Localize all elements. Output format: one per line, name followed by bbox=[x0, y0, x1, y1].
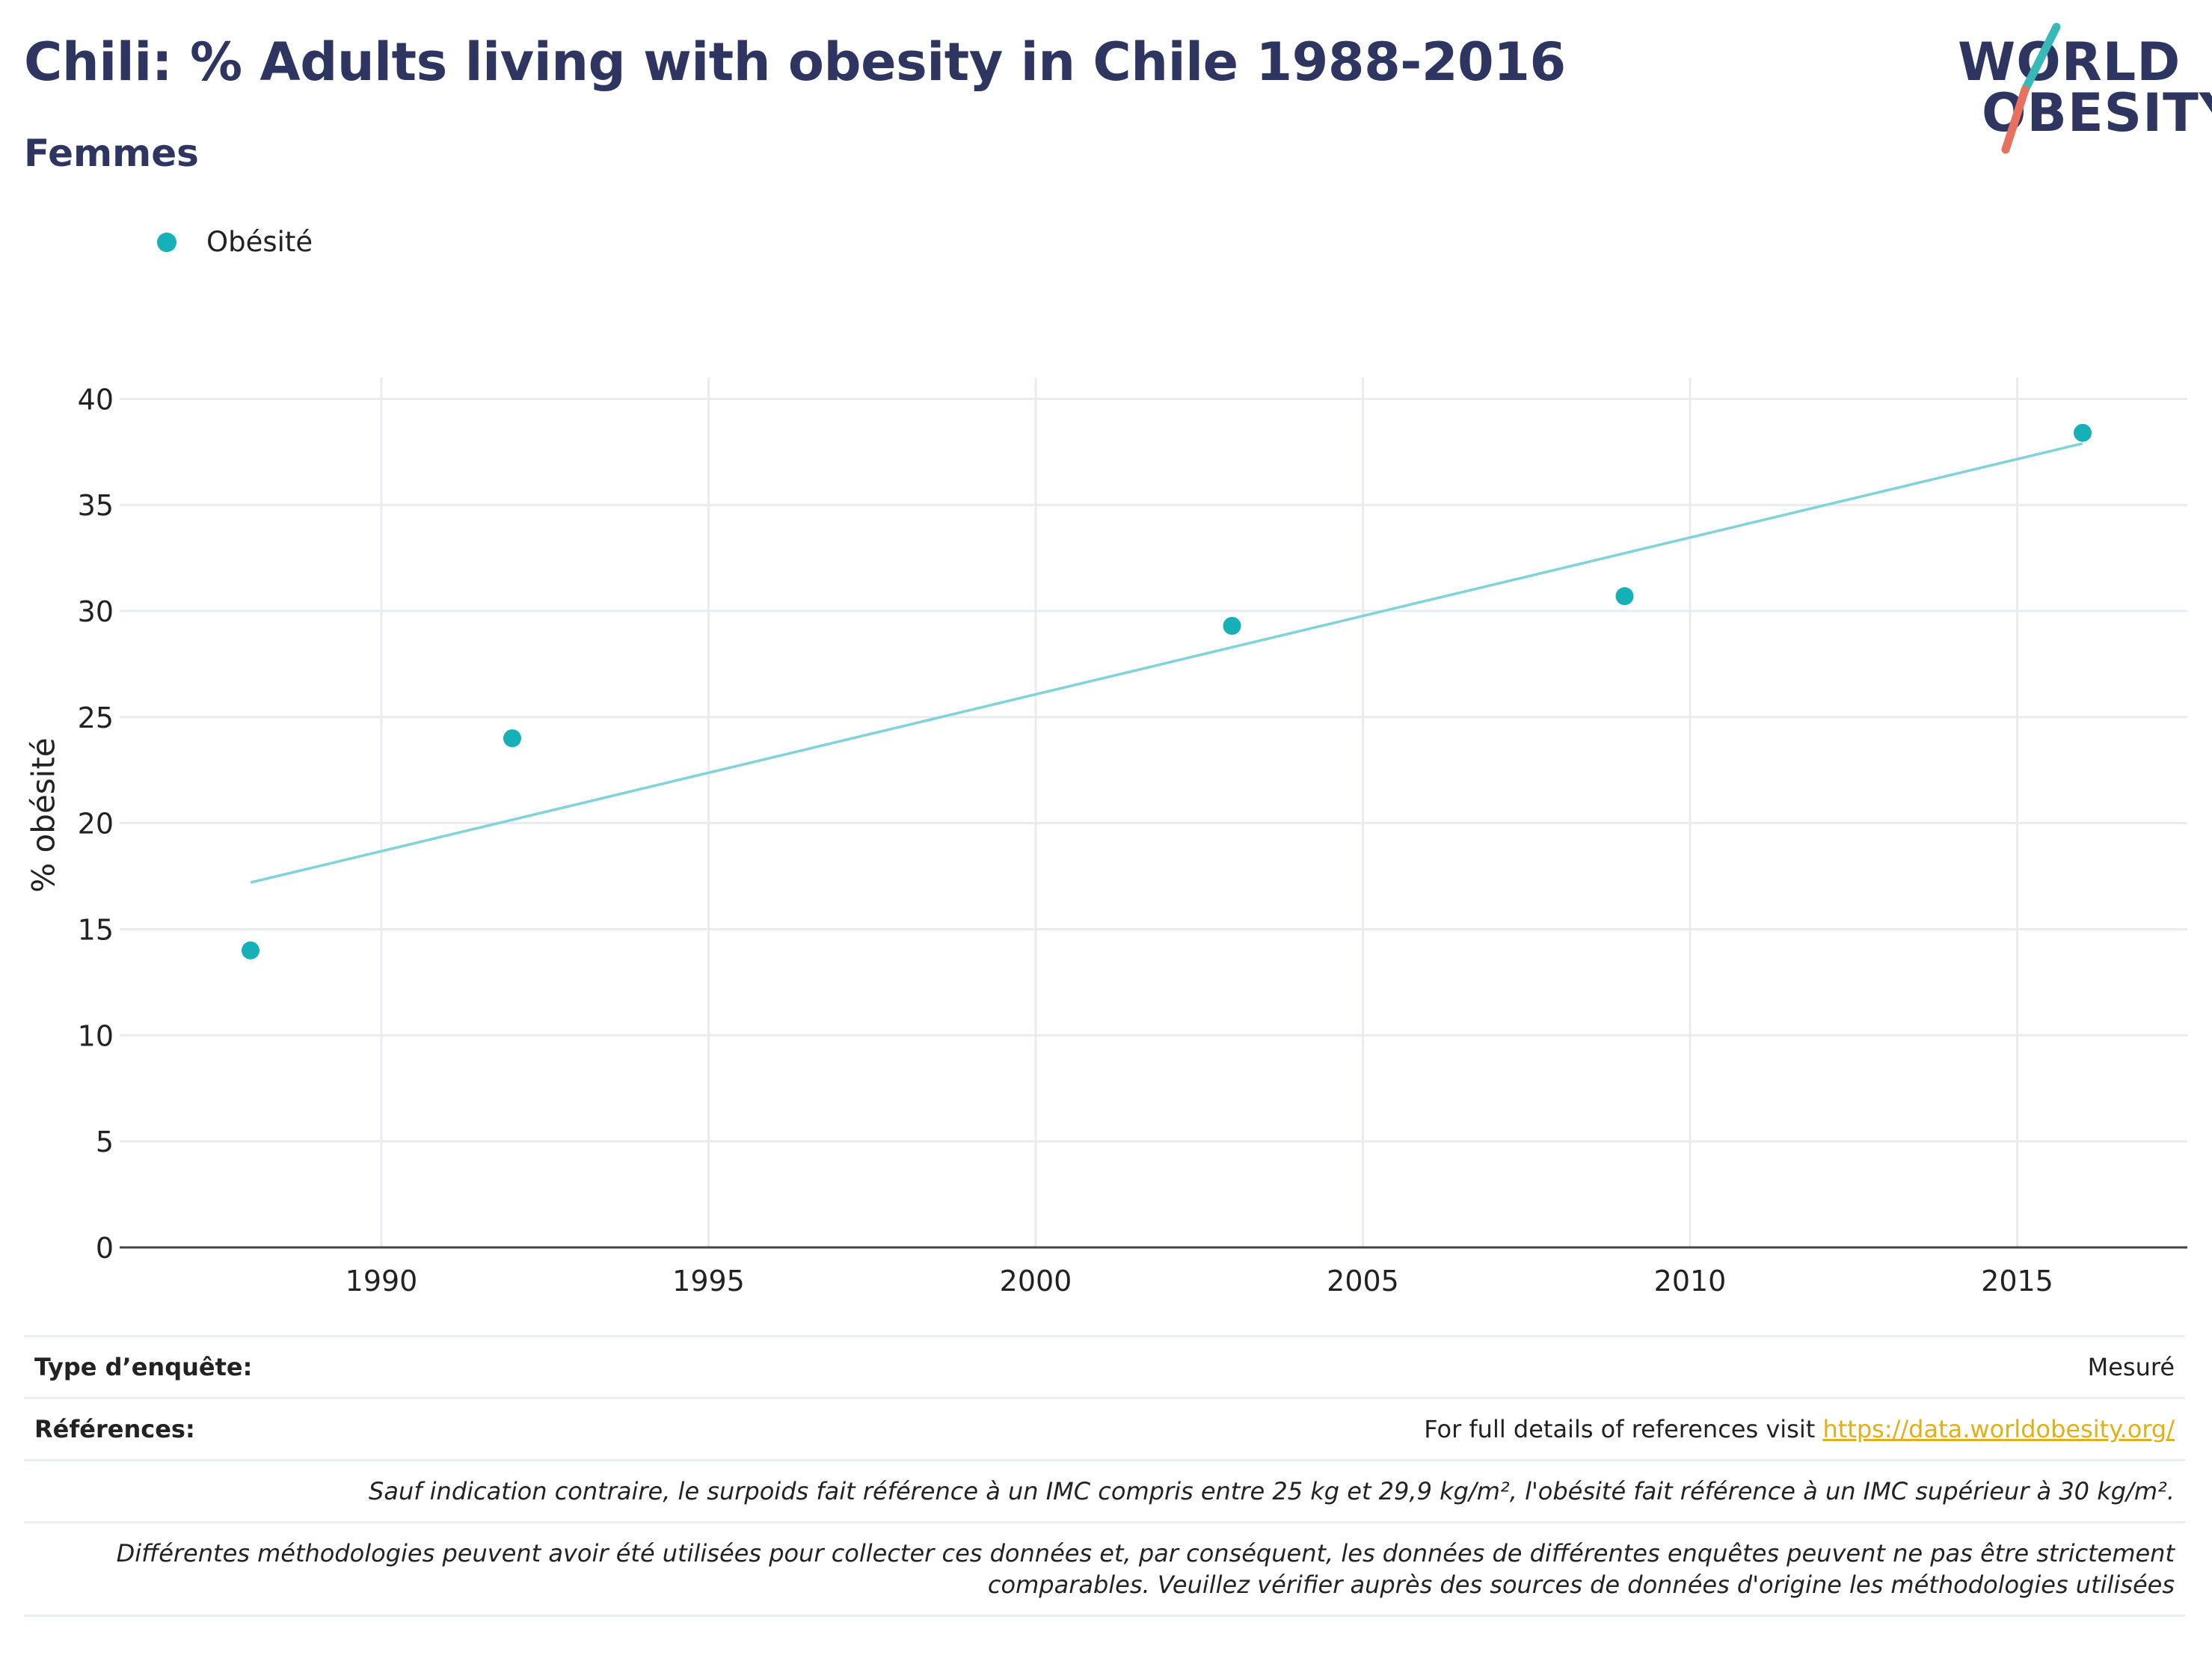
world-obesity-logo: WORLD OBESITY bbox=[1952, 21, 2212, 156]
chart-legend: Obésité bbox=[157, 226, 313, 258]
y-tick-label: 0 bbox=[96, 1232, 114, 1265]
references-label: Références: bbox=[34, 1415, 195, 1443]
x-tick-label: 2005 bbox=[1327, 1265, 1399, 1298]
methodology-note-line-2: comparables. Veuillez vérifier auprès de… bbox=[987, 1570, 2175, 1599]
references-link[interactable]: https://data.worldobesity.org/ bbox=[1822, 1415, 2175, 1443]
survey-type-row: Type d’enquête: Mesuré bbox=[24, 1335, 2185, 1397]
data-point bbox=[503, 729, 521, 748]
trend-line bbox=[250, 442, 2083, 884]
x-tick-label: 2010 bbox=[1654, 1265, 1727, 1298]
logo-slash-icon bbox=[2001, 22, 2061, 154]
x-tick-label: 1990 bbox=[345, 1265, 418, 1298]
bmi-note-row: Sauf indication contraire, le surpoids f… bbox=[24, 1459, 2185, 1521]
x-tick-label: 2000 bbox=[1000, 1265, 1072, 1298]
x-tick-label: 1995 bbox=[672, 1265, 745, 1298]
chart-subtitle: Femmes bbox=[24, 132, 199, 175]
y-tick-label: 20 bbox=[78, 808, 114, 841]
legend-marker bbox=[157, 232, 176, 252]
y-tick-label: 30 bbox=[78, 595, 114, 628]
chart-title: Chili: % Adults living with obesity in C… bbox=[24, 31, 1566, 93]
y-tick-label: 5 bbox=[96, 1126, 114, 1158]
data-point bbox=[1223, 616, 1241, 635]
chart-footer: Type d’enquête: Mesuré Références: For f… bbox=[24, 1335, 2185, 1617]
scatter-chart: 0 5 10 15 20 25 30 35 40 1990 1995 2000 2005 2010 2015 bbox=[78, 378, 2187, 1298]
references-row: Références: For full details of referenc… bbox=[24, 1397, 2185, 1459]
data-point bbox=[242, 941, 259, 959]
y-tick-label: 10 bbox=[78, 1019, 114, 1052]
y-tick-label: 15 bbox=[78, 914, 114, 947]
methodology-note-row: Différentes méthodologies peuvent avoir … bbox=[24, 1521, 2185, 1617]
references-info: For full details of references visit htt… bbox=[1424, 1415, 2175, 1443]
data-point bbox=[1615, 587, 1634, 606]
data-point bbox=[2074, 423, 2092, 442]
y-tick-label: 35 bbox=[78, 489, 114, 522]
methodology-note-line-1: Différentes méthodologies peuvent avoir … bbox=[116, 1539, 2175, 1568]
bmi-note: Sauf indication contraire, le surpoids f… bbox=[369, 1477, 2175, 1505]
references-text: For full details of references visit bbox=[1424, 1415, 1823, 1443]
survey-type-value: Mesuré bbox=[2087, 1353, 2175, 1381]
survey-type-label: Type d’enquête: bbox=[34, 1353, 253, 1381]
methodology-note: Différentes méthodologies peuvent avoir … bbox=[117, 1538, 2175, 1600]
legend-label-obesite: Obésité bbox=[206, 226, 313, 258]
y-tick-label: 40 bbox=[78, 383, 114, 416]
logo-line-1: WORLD bbox=[1958, 31, 2181, 93]
y-tick-label: 25 bbox=[78, 701, 114, 734]
x-tick-label: 2015 bbox=[1981, 1265, 2053, 1298]
